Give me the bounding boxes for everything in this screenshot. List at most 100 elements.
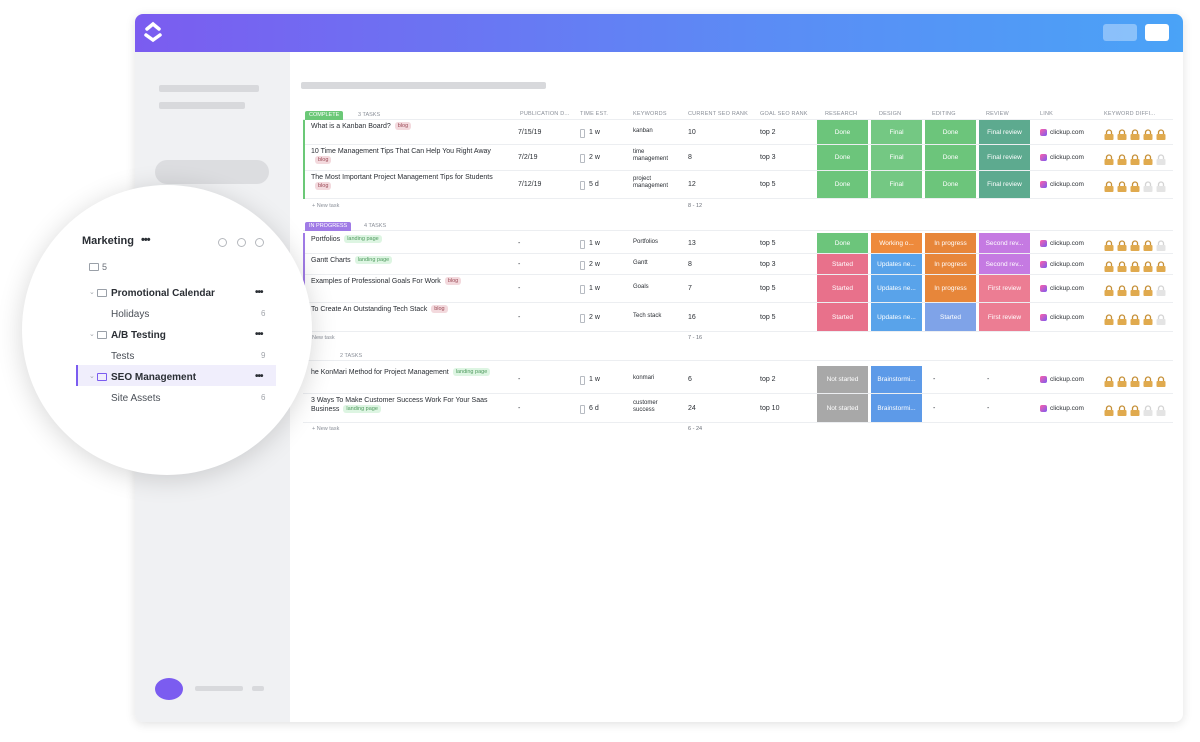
caret: ⌄ bbox=[89, 373, 95, 380]
list-name[interactable]: Site Assets bbox=[111, 393, 161, 404]
editing-status[interactable]: Started bbox=[925, 303, 976, 331]
tag: blog bbox=[394, 122, 412, 131]
header bbox=[135, 14, 1183, 52]
research-status[interactable]: Done bbox=[817, 145, 868, 170]
link[interactable]: clickup.com bbox=[1050, 404, 1084, 412]
research-status[interactable]: Started bbox=[817, 303, 868, 331]
design-status[interactable]: Final bbox=[871, 171, 922, 198]
new-task[interactable]: New task bbox=[312, 335, 335, 341]
task-title[interactable]: Gantt Charts bbox=[311, 257, 351, 264]
toolbar-icon[interactable] bbox=[237, 238, 246, 247]
editing-status[interactable]: In progress bbox=[925, 233, 976, 253]
design-status[interactable]: Updates ne... bbox=[871, 275, 922, 302]
lock-filled bbox=[1117, 259, 1127, 272]
task-title[interactable]: 10 Time Management Tips That Can Help Yo… bbox=[311, 148, 491, 155]
list-count: 9 bbox=[261, 351, 266, 360]
more[interactable]: ••• bbox=[255, 371, 263, 382]
task-title[interactable]: To Create An Outstanding Tech Stack bbox=[311, 306, 428, 313]
keyword: konmari bbox=[633, 375, 655, 381]
review-status[interactable]: Final review bbox=[979, 171, 1030, 198]
task-name[interactable]: he KonMari Method for Project Management… bbox=[311, 368, 501, 377]
design-status[interactable]: Updates ne... bbox=[871, 254, 922, 274]
review-status[interactable]: Second rev... bbox=[979, 254, 1030, 274]
task-title[interactable]: Portfolios bbox=[311, 236, 341, 243]
list-name[interactable]: Holidays bbox=[111, 309, 150, 320]
new-task[interactable]: + New task bbox=[312, 203, 340, 209]
task-name[interactable]: The Most Important Project Management Ti… bbox=[311, 173, 501, 191]
publication-date: - bbox=[518, 404, 521, 412]
review-status[interactable]: First review bbox=[979, 275, 1030, 302]
list-name[interactable]: Tests bbox=[111, 351, 135, 362]
lock-empty bbox=[1156, 152, 1166, 165]
space-title[interactable]: Marketing bbox=[82, 235, 134, 247]
research-status[interactable]: Done bbox=[817, 233, 868, 253]
new-task[interactable]: + New task bbox=[312, 426, 340, 432]
task-name[interactable]: 3 Ways To Make Customer Success Work For… bbox=[311, 396, 501, 414]
link[interactable]: clickup.com bbox=[1050, 128, 1084, 136]
chat-button[interactable] bbox=[155, 678, 183, 700]
design-status[interactable]: Final bbox=[871, 145, 922, 170]
link[interactable]: clickup.com bbox=[1050, 313, 1084, 321]
task-name[interactable]: To Create An Outstanding Tech Stack blog bbox=[311, 305, 501, 314]
design-status[interactable]: Working o... bbox=[871, 233, 922, 253]
row-rule bbox=[303, 331, 1173, 332]
task-title[interactable]: Examples of Professional Goals For Work bbox=[311, 278, 441, 285]
task-title[interactable]: he KonMari Method for Project Management bbox=[311, 369, 449, 376]
editing-status[interactable]: Done bbox=[925, 120, 976, 144]
design-status[interactable]: Brainstormi... bbox=[871, 394, 922, 422]
editing-status[interactable]: Done bbox=[925, 145, 976, 170]
lock-filled bbox=[1117, 283, 1127, 296]
design-status[interactable]: Updates ne... bbox=[871, 303, 922, 331]
review-status[interactable]: Final review bbox=[979, 120, 1030, 144]
goal-rank: top 5 bbox=[760, 285, 776, 292]
design-status[interactable]: Final bbox=[871, 120, 922, 144]
lock-filled bbox=[1143, 312, 1153, 325]
folder-name[interactable]: A/B Testing bbox=[111, 330, 166, 341]
link[interactable]: clickup.com bbox=[1050, 181, 1084, 188]
link[interactable]: clickup.com bbox=[1050, 285, 1084, 292]
review-status[interactable]: Final review bbox=[979, 145, 1030, 170]
link[interactable]: clickup.com bbox=[1050, 260, 1084, 268]
more[interactable]: ••• bbox=[255, 287, 263, 298]
header-button[interactable] bbox=[1145, 24, 1169, 41]
toolbar-icon[interactable] bbox=[218, 238, 227, 247]
task-count: 3 TASKS bbox=[358, 112, 381, 118]
research-status[interactable]: Not started bbox=[817, 394, 868, 422]
research-status[interactable]: Not started bbox=[817, 366, 868, 393]
task-title[interactable]: What is a Kanban Board? bbox=[311, 123, 391, 130]
header-button[interactable] bbox=[1103, 24, 1137, 41]
lock-empty bbox=[1156, 283, 1166, 296]
more[interactable]: ••• bbox=[255, 329, 263, 340]
lock-empty bbox=[1156, 403, 1166, 416]
folder-name[interactable]: SEO Management bbox=[111, 372, 197, 383]
publication-date: - bbox=[518, 260, 521, 268]
research-status[interactable]: Started bbox=[817, 275, 868, 302]
link-icon bbox=[1040, 260, 1047, 268]
research-status[interactable]: Done bbox=[817, 171, 868, 198]
folder-name[interactable]: Promotional Calendar bbox=[111, 288, 215, 299]
keyword: Goals bbox=[633, 284, 649, 290]
editing-status[interactable]: In progress bbox=[925, 254, 976, 274]
task-name[interactable]: Gantt Charts landing page bbox=[311, 256, 501, 265]
task-title[interactable]: The Most Important Project Management Ti… bbox=[311, 174, 493, 181]
research-status[interactable]: Done bbox=[817, 120, 868, 144]
status-stripe bbox=[303, 233, 305, 254]
editing-status[interactable]: Done bbox=[925, 171, 976, 198]
task-name[interactable]: Examples of Professional Goals For Work b… bbox=[311, 277, 501, 286]
link[interactable]: clickup.com bbox=[1050, 239, 1084, 247]
task-title[interactable]: 3 Ways To Make Customer Success Work For… bbox=[311, 397, 488, 413]
design-status[interactable]: Brainstormi... bbox=[871, 366, 922, 393]
review-status[interactable]: Second rev... bbox=[979, 233, 1030, 253]
search[interactable] bbox=[155, 160, 269, 184]
task-name[interactable]: What is a Kanban Board? blog bbox=[311, 122, 501, 131]
research-status[interactable]: Started bbox=[817, 254, 868, 274]
time-icon bbox=[580, 154, 585, 163]
task-name[interactable]: 10 Time Management Tips That Can Help Yo… bbox=[311, 147, 501, 165]
caret: ⌄ bbox=[89, 289, 95, 296]
task-name[interactable]: Portfolios landing page bbox=[311, 235, 501, 244]
link[interactable]: clickup.com bbox=[1050, 154, 1084, 161]
review-status[interactable]: First review bbox=[979, 303, 1030, 331]
toolbar-icon[interactable] bbox=[255, 238, 264, 247]
editing-status[interactable]: In progress bbox=[925, 275, 976, 302]
link[interactable]: clickup.com bbox=[1050, 376, 1084, 383]
